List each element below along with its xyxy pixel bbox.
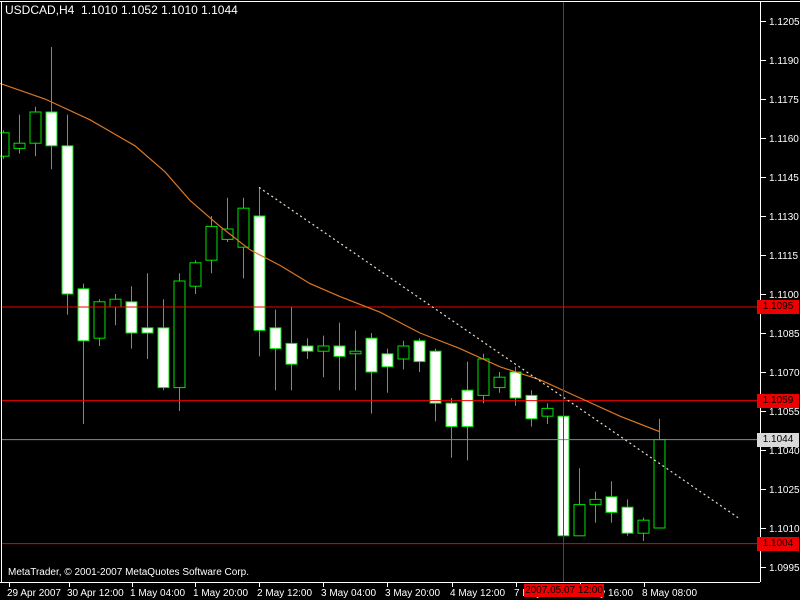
candle-body: [205, 225, 218, 261]
candle-body: [605, 496, 618, 513]
candle-body: [445, 402, 458, 428]
candle-body: [541, 407, 554, 417]
price-tick-label: 1.1025: [769, 485, 800, 496]
price-badge-current-price: 1.1044: [757, 432, 799, 447]
candle-body: [221, 228, 234, 240]
candle-body: [189, 262, 202, 287]
candle-body: [413, 340, 426, 363]
candle-body: [253, 215, 266, 331]
candle-body: [477, 358, 490, 396]
time-tick-label: 29 Apr 2007: [7, 588, 61, 599]
candle-body: [509, 371, 522, 399]
time-badge-crosshair: 2007.05.07 12:00: [524, 584, 604, 597]
time-tick-label: 1 May 20:00: [193, 588, 248, 599]
trendline[interactable]: [258, 186, 739, 519]
candle-body: [269, 327, 282, 350]
candle-body: [237, 207, 250, 248]
price-tick-label: 1.1145: [769, 173, 799, 184]
price-tick-label: 1.1055: [769, 407, 800, 418]
time-tick-label: 7 May 16:00: [578, 588, 633, 599]
candle-body: [173, 280, 186, 389]
candle-body: [157, 327, 170, 389]
chart-title: USDCAD,H4 1.1010 1.1052 1.1010 1.1044: [5, 3, 238, 17]
candle-body: [653, 439, 666, 529]
candle-body: [109, 298, 122, 308]
candle-body: [637, 519, 650, 534]
price-tick-label: 1.1160: [769, 134, 799, 145]
candle-body: [317, 345, 330, 352]
moving-average-line: [0, 82, 661, 433]
price-badge-1-1059: 1.1059: [757, 393, 799, 408]
candle-body: [525, 394, 538, 420]
price-tick-label: 1.0995: [769, 563, 800, 574]
candle-body: [301, 345, 314, 352]
candle-body: [285, 342, 298, 365]
price-badge-1-1095: 1.1095: [757, 300, 799, 314]
candle-body: [13, 142, 26, 149]
candle-body: [61, 145, 74, 295]
candle-body: [621, 506, 634, 534]
candle-body: [397, 345, 410, 360]
candle-body: [381, 353, 394, 368]
price-tick-label: 1.1175: [769, 95, 799, 106]
candle-body: [429, 350, 442, 404]
time-tick-label: 1 May 04:00: [130, 588, 185, 599]
price-tick-label: 1.1040: [769, 446, 800, 457]
price-tick-label: 1.1115: [769, 251, 799, 262]
candle-body: [573, 504, 586, 537]
time-tick-label: 30 Apr 12:00: [67, 588, 124, 599]
price-tick-label: 1.1070: [769, 368, 800, 379]
candle-body: [461, 389, 474, 428]
candle-body: [141, 327, 154, 334]
candle-body: [589, 498, 602, 506]
price-tick-label: 1.1010: [769, 524, 800, 535]
time-tick-label: 8 May 08:00: [642, 588, 697, 599]
price-badge-1-1004: 1.1004: [757, 536, 799, 551]
candle-body: [29, 111, 42, 144]
candle-body: [493, 376, 506, 389]
price-tick-label: 1.1190: [769, 56, 799, 67]
candle-body: [0, 132, 10, 157]
time-tick-label: 4 May 12:00: [450, 588, 505, 599]
copyright-text: MetaTrader, © 2001-2007 MetaQuotes Softw…: [8, 567, 250, 578]
price-tick-label: 1.1085: [769, 329, 800, 340]
price-tick-label: 1.1130: [769, 212, 799, 223]
candle-body: [93, 301, 106, 339]
price-tick-label: 1.1100: [769, 290, 799, 301]
time-tick-label: 2 May 12:00: [257, 588, 312, 599]
time-tick-label: 3 May 20:00: [385, 588, 440, 599]
price-tick-label: 1.1205: [769, 17, 800, 28]
candle-body: [125, 301, 138, 334]
candle-body: [45, 111, 58, 147]
time-tick-label: 3 May 04:00: [321, 588, 376, 599]
candle-body: [349, 350, 362, 355]
candle-body: [365, 337, 378, 373]
candle-body: [77, 288, 90, 342]
candle-body: [333, 345, 346, 357]
